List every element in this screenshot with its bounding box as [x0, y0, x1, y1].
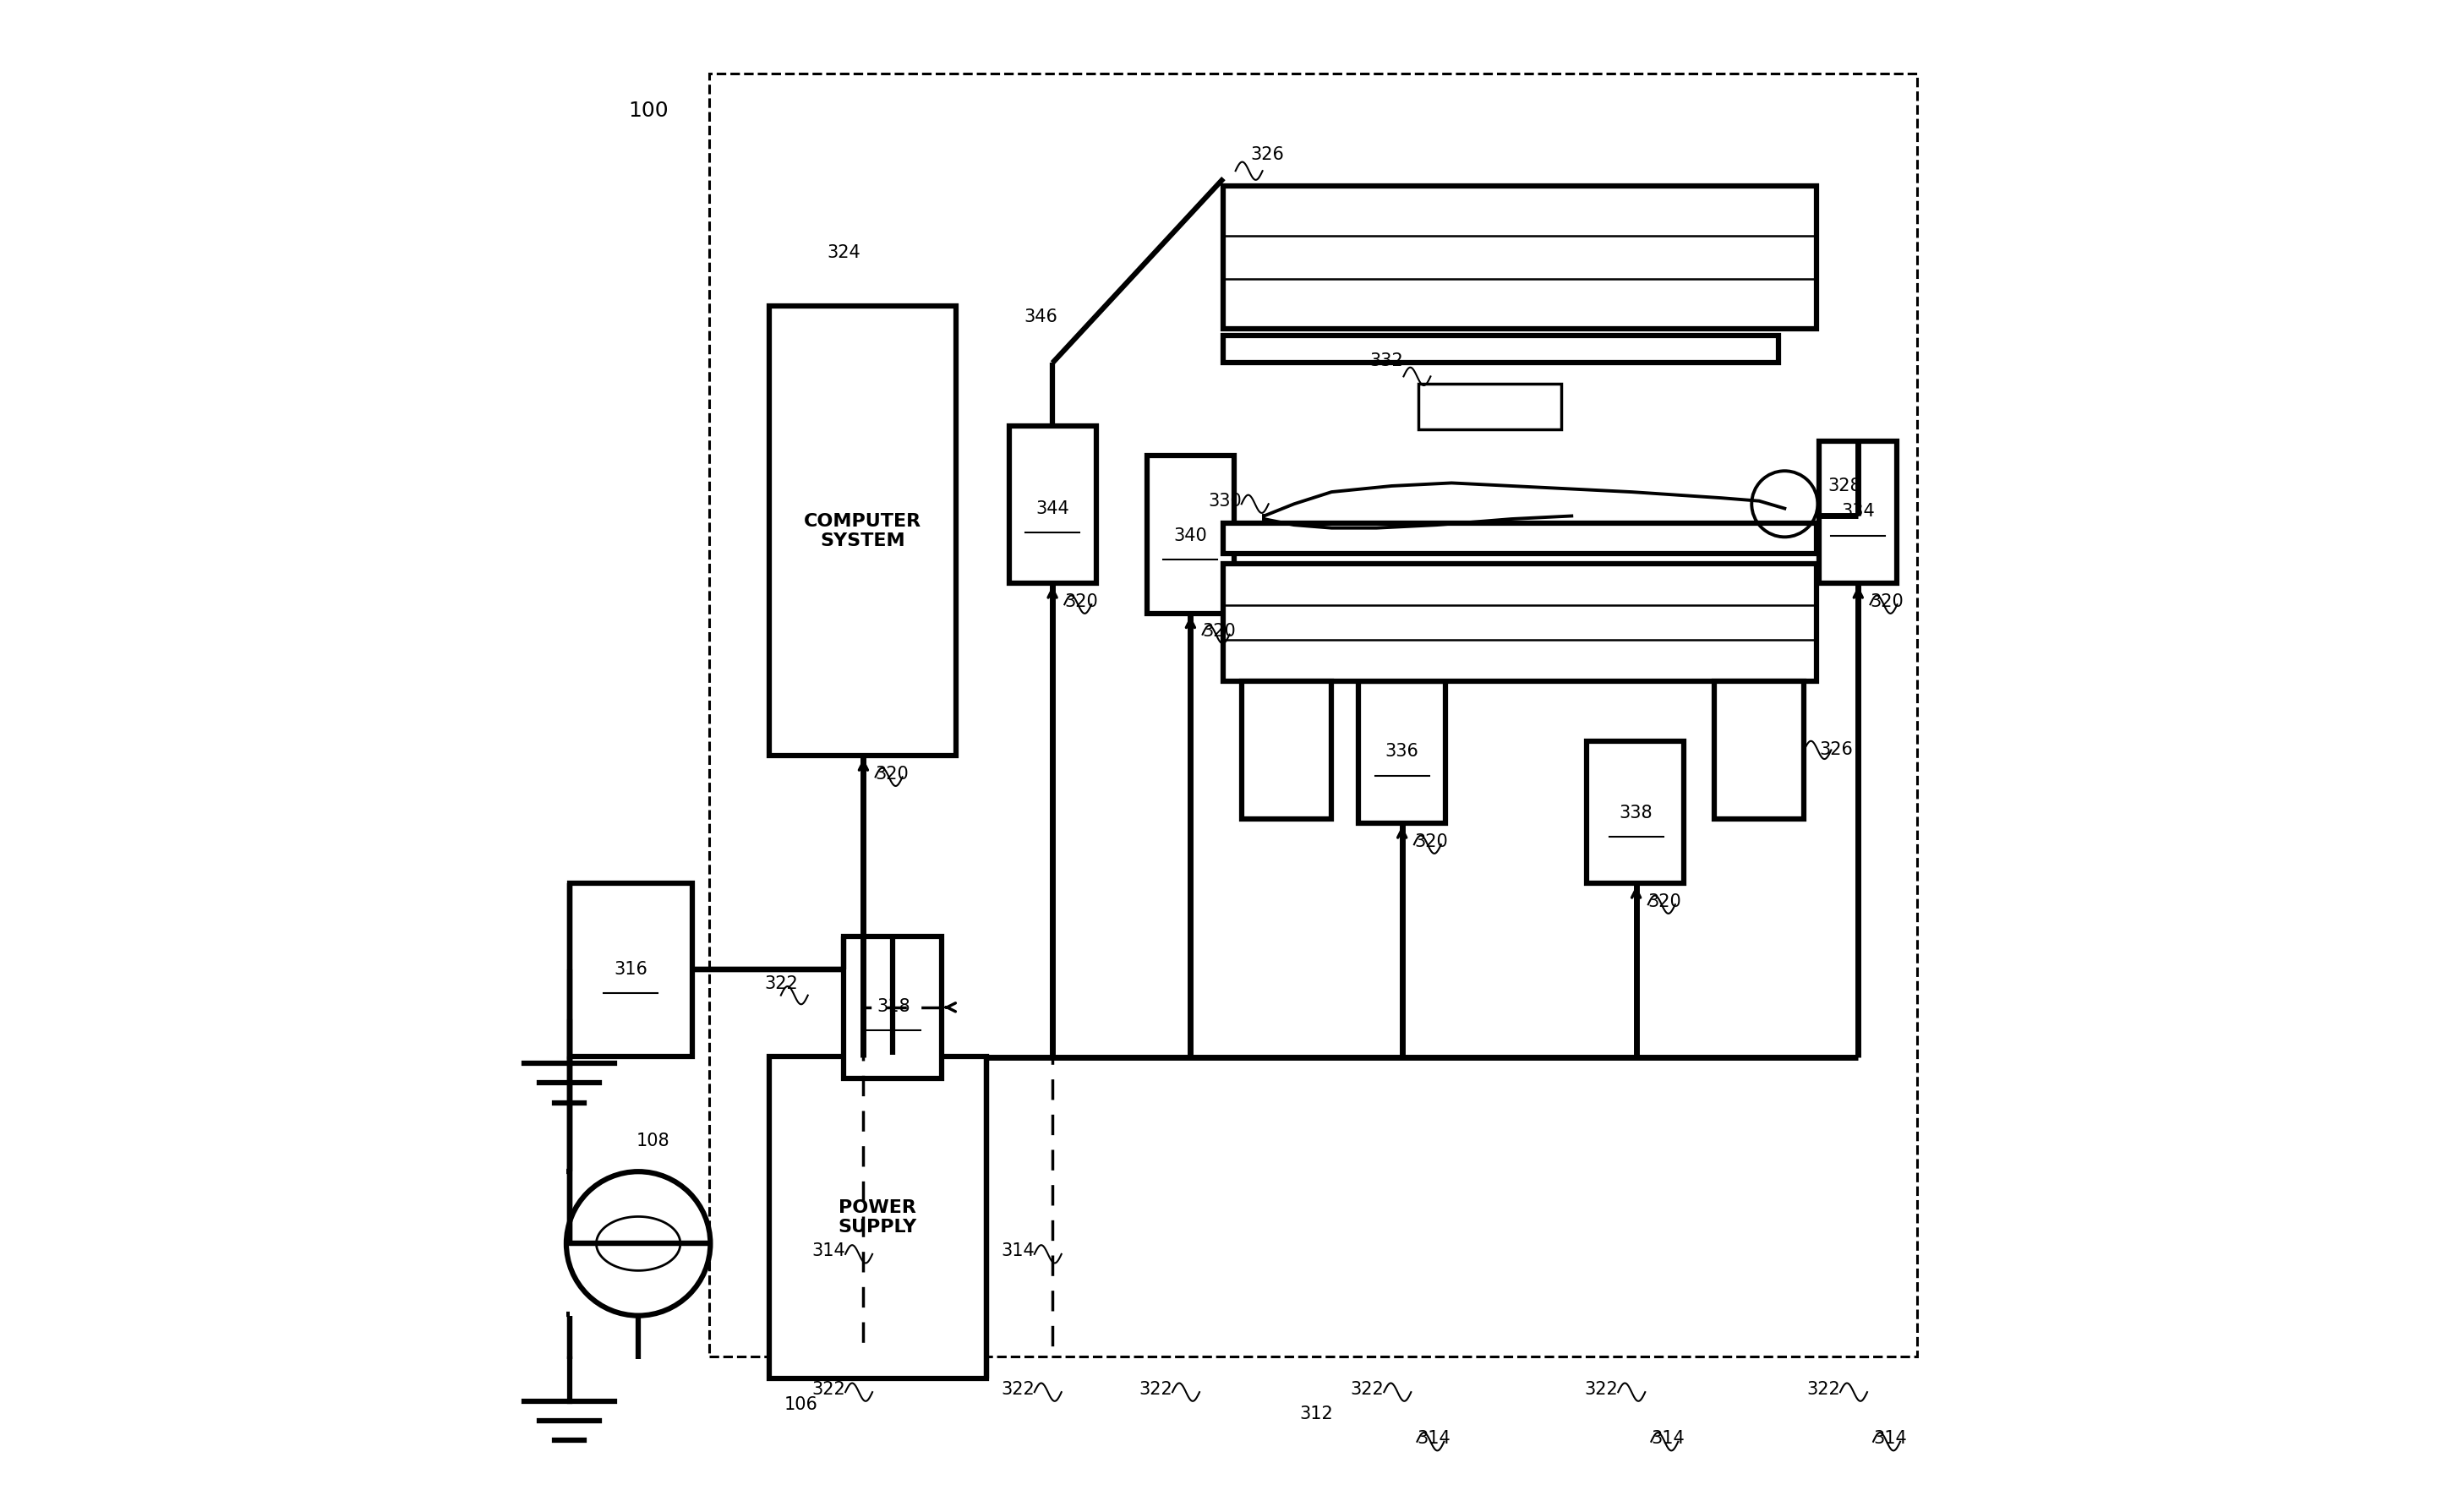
- Text: 322: 322: [1352, 1380, 1383, 1397]
- Bar: [569, 883, 692, 1055]
- Bar: [709, 74, 1916, 1356]
- Text: 340: 340: [1173, 528, 1207, 544]
- Text: 106: 106: [785, 1397, 817, 1414]
- Text: 326: 326: [1251, 147, 1285, 163]
- Text: 322: 322: [1805, 1380, 1840, 1397]
- Text: 100: 100: [628, 101, 667, 121]
- Bar: [1359, 680, 1445, 824]
- Text: 326: 326: [1820, 741, 1852, 759]
- Text: 320: 320: [876, 765, 910, 782]
- Bar: [1224, 523, 1815, 553]
- Text: 314: 314: [1418, 1430, 1450, 1447]
- Text: POWER
SUPPLY: POWER SUPPLY: [839, 1199, 917, 1235]
- Text: 332: 332: [1369, 352, 1403, 369]
- Text: 334: 334: [1842, 503, 1874, 520]
- Text: 318: 318: [876, 998, 910, 1015]
- Text: 338: 338: [1619, 804, 1653, 821]
- Bar: [1587, 741, 1685, 883]
- Text: 316: 316: [613, 960, 648, 977]
- Text: 320: 320: [1648, 894, 1683, 910]
- Text: COMPUTER
SYSTEM: COMPUTER SYSTEM: [805, 513, 922, 549]
- Bar: [768, 305, 957, 756]
- Bar: [1241, 680, 1332, 820]
- Text: 108: 108: [638, 1132, 670, 1149]
- Text: 322: 322: [1138, 1380, 1173, 1397]
- Text: 324: 324: [827, 243, 861, 262]
- Text: 330: 330: [1207, 493, 1241, 510]
- Bar: [1224, 564, 1815, 680]
- Text: 320: 320: [1065, 593, 1099, 609]
- Text: 346: 346: [1023, 308, 1057, 325]
- Text: 312: 312: [1300, 1406, 1334, 1423]
- Text: 320: 320: [1413, 833, 1447, 850]
- Bar: [1820, 442, 1896, 584]
- Bar: [1008, 426, 1096, 584]
- Bar: [844, 936, 942, 1078]
- Text: 320: 320: [1202, 623, 1236, 640]
- Bar: [1715, 680, 1803, 820]
- Text: 322: 322: [812, 1380, 846, 1397]
- Bar: [1418, 384, 1560, 429]
- Bar: [768, 1055, 986, 1379]
- Text: 344: 344: [1035, 500, 1070, 517]
- Bar: [1148, 457, 1234, 614]
- Bar: [1224, 186, 1815, 328]
- Text: 314: 314: [812, 1243, 846, 1259]
- Text: 314: 314: [1651, 1430, 1685, 1447]
- Text: 336: 336: [1386, 742, 1418, 761]
- Text: 328: 328: [1827, 478, 1862, 494]
- Text: 322: 322: [763, 975, 797, 992]
- Bar: [1224, 336, 1778, 363]
- Text: 322: 322: [1585, 1380, 1619, 1397]
- Text: 320: 320: [1869, 593, 1904, 609]
- Text: 314: 314: [1874, 1430, 1906, 1447]
- Text: 322: 322: [1001, 1380, 1035, 1397]
- Text: 314: 314: [1001, 1243, 1035, 1259]
